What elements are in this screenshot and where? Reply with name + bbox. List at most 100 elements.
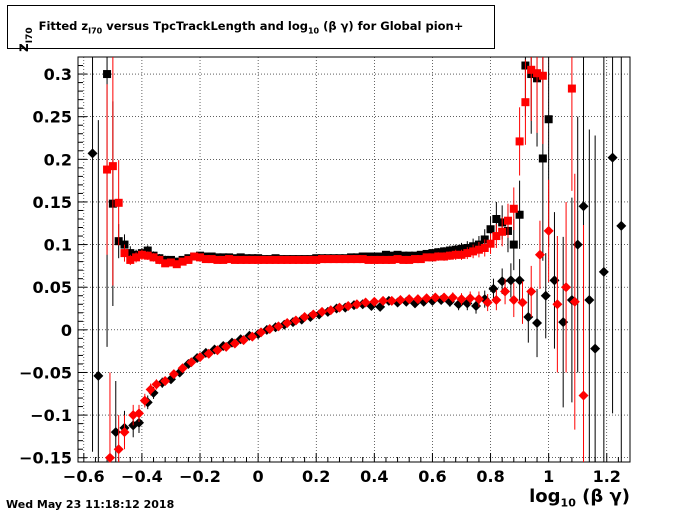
data-point-square [387, 251, 396, 260]
data-point-square [393, 255, 402, 264]
data-point-square [370, 255, 379, 264]
data-point-square [527, 65, 536, 74]
data-point-diamond [134, 417, 145, 428]
data-point-square [358, 255, 367, 264]
data-point-diamond [110, 427, 121, 438]
data-point-diamond [93, 370, 104, 381]
data-point-diamond [119, 427, 130, 438]
data-point-diamond [569, 296, 580, 307]
data-point-square [236, 255, 245, 264]
data-point-square [463, 249, 472, 258]
data-point-square [155, 255, 164, 264]
data-point-square [428, 249, 437, 258]
x-tick-label: 1.2 [593, 467, 621, 486]
y-tick-label: −0.15 [19, 449, 72, 468]
data-point-square [190, 252, 199, 261]
data-point-square [405, 251, 414, 260]
data-point-square [114, 198, 123, 207]
data-point-square [445, 251, 454, 260]
data-point-diamond [221, 341, 232, 352]
data-point-diamond [317, 306, 328, 317]
data-point-diamond [561, 282, 572, 293]
data-point-square [103, 70, 112, 79]
data-point-diamond [264, 323, 275, 334]
data-point-square [132, 253, 141, 262]
y-tick-label: 0.15 [33, 193, 72, 212]
data-point-square [137, 250, 146, 259]
data-point-square [277, 255, 286, 264]
data-point-square [533, 69, 542, 78]
data-point-diamond [505, 275, 516, 286]
data-point-square [213, 255, 222, 264]
data-point-square [457, 244, 466, 253]
y-axis-label: zI70 [14, 27, 35, 52]
data-point-square [492, 232, 501, 241]
data-point-square [434, 252, 443, 261]
data-point-diamond [134, 408, 145, 419]
data-point-diamond [488, 283, 499, 294]
data-point-square [428, 253, 437, 262]
data-point-diamond [139, 395, 150, 406]
data-point-square [341, 255, 350, 264]
data-point-square [178, 257, 187, 266]
data-point-square [405, 255, 414, 264]
data-point-square [242, 255, 251, 264]
data-point-diamond [430, 292, 441, 303]
data-point-square [335, 255, 344, 264]
data-point-square [387, 255, 396, 264]
data-point-square [161, 259, 170, 268]
data-point-diamond [517, 297, 528, 308]
data-point-diamond [145, 384, 156, 395]
data-point-square [323, 255, 332, 264]
data-point-square [352, 255, 361, 264]
x-axis-label: log10 (β γ) [529, 486, 630, 510]
data-point-diamond [578, 390, 589, 401]
data-point-square [544, 115, 553, 124]
data-point-diamond [87, 148, 98, 159]
data-point-square [271, 255, 280, 264]
data-point-diamond [543, 225, 554, 236]
data-point-square [486, 225, 495, 234]
data-point-diamond [343, 300, 354, 311]
data-point-diamond [607, 152, 618, 163]
datestamp: Wed May 23 11:18:12 2018 [6, 498, 175, 511]
data-point-square [126, 255, 135, 264]
data-point-diamond [526, 286, 537, 297]
data-point-diamond [439, 292, 450, 303]
data-point-diamond [325, 305, 336, 316]
data-point-square [376, 255, 385, 264]
data-point-diamond [369, 296, 380, 307]
data-point-square [196, 253, 205, 262]
data-point-diamond [256, 327, 267, 338]
data-point-square [219, 255, 228, 264]
y-tick-label: 0 [61, 321, 72, 340]
data-point-square [288, 255, 297, 264]
data-point-diamond [195, 352, 206, 363]
data-point-square [172, 260, 181, 269]
data-point-diamond [532, 318, 543, 329]
y-tick-label: −0.05 [19, 363, 72, 382]
x-tick-label: −0.4 [121, 467, 163, 486]
data-point-diamond [351, 299, 362, 310]
data-point-diamond [558, 317, 569, 328]
data-point-diamond [247, 331, 258, 342]
data-point-diamond [456, 294, 467, 305]
data-point-square [416, 255, 425, 264]
data-point-diamond [514, 275, 525, 286]
chart-title-box: Fitted zI70 versus TpcTrackLength and lo… [7, 5, 495, 49]
data-point-diamond [378, 295, 389, 306]
data-point-square [480, 243, 489, 252]
data-point-diamond [491, 295, 502, 305]
data-point-square [451, 250, 460, 259]
data-point-diamond [552, 299, 563, 310]
data-point-square [347, 255, 356, 264]
data-point-square [259, 255, 268, 264]
data-point-diamond [360, 297, 371, 308]
data-point-square [294, 255, 303, 264]
data-point-square [207, 255, 216, 264]
x-tick-label: 0 [253, 467, 264, 486]
data-point-square [364, 255, 373, 264]
data-point-square [108, 162, 117, 171]
data-point-diamond [168, 369, 179, 380]
